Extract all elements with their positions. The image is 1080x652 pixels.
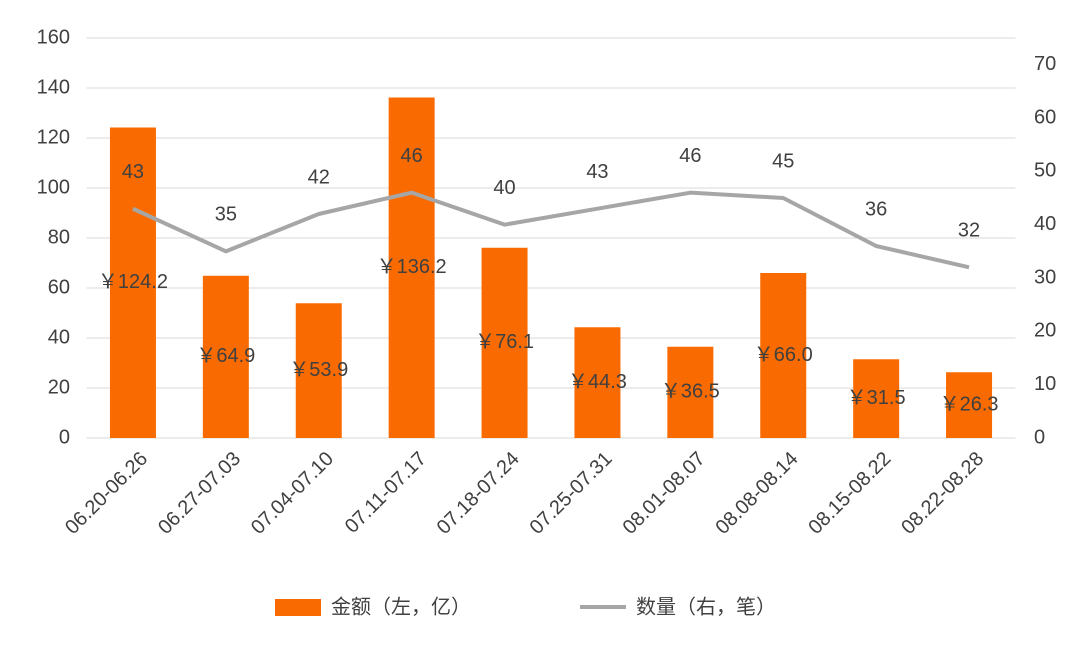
line-value-label: 43	[122, 161, 144, 183]
line-value-label: 32	[958, 220, 980, 242]
line-value-label: 46	[401, 145, 423, 167]
x-tick-label: 06.27-07.03	[154, 448, 245, 539]
bar-value-label: ￥26.3	[940, 393, 999, 415]
line-value-label: 35	[215, 204, 237, 226]
bar	[853, 359, 900, 438]
x-tick-label: 07.11-07.17	[341, 448, 431, 538]
x-tick-label: 07.04-07.10	[247, 448, 338, 539]
bar-value-label: ￥66.0	[754, 344, 813, 366]
bar	[574, 327, 621, 438]
y-tick-label: 120	[37, 126, 70, 148]
y-tick-label: 160	[37, 26, 70, 48]
bar	[946, 372, 993, 438]
bar-value-label: ￥64.9	[196, 345, 255, 367]
bar	[109, 127, 156, 438]
x-tick-label: 08.01-08.07	[619, 448, 710, 539]
x-tick-label: 07.18-07.24	[433, 448, 524, 539]
bar-value-label: ￥136.2	[377, 256, 447, 278]
y2-tick-label: 10	[1034, 373, 1056, 395]
y-tick-label: 100	[37, 176, 70, 198]
y2-tick-label: 60	[1034, 106, 1056, 128]
bar-value-label: ￥124.2	[98, 271, 168, 293]
bar	[202, 275, 249, 438]
y2-tick-label: 40	[1034, 213, 1056, 235]
legend-label: 金额（左，亿）	[331, 595, 471, 618]
y-tick-label: 40	[48, 326, 70, 348]
x-tick-label: 08.15-08.22	[804, 448, 895, 539]
bar	[295, 303, 342, 438]
y-tick-label: 20	[48, 376, 70, 398]
y2-tick-label: 30	[1034, 266, 1056, 288]
y-tick-label: 140	[37, 76, 70, 98]
y-tick-label: 0	[59, 426, 70, 448]
y-tick-label: 60	[48, 276, 70, 298]
legend-swatch	[275, 599, 321, 616]
x-tick-label: 07.25-07.31	[526, 448, 617, 539]
legend-label: 数量（右，笔）	[636, 595, 776, 618]
bar	[481, 247, 528, 438]
y2-tick-label: 50	[1034, 160, 1056, 182]
line-value-label: 46	[679, 145, 701, 167]
y2-tick-label: 70	[1034, 53, 1056, 75]
line-value-label: 40	[493, 177, 515, 199]
bar	[760, 273, 807, 438]
x-tick-label: 06.20-06.26	[61, 448, 152, 539]
bar	[388, 97, 435, 438]
line-value-label: 36	[865, 198, 887, 220]
bar-value-label: ￥53.9	[289, 359, 348, 381]
line-value-label: 45	[772, 150, 794, 172]
line	[132, 190, 970, 270]
bar-value-label: ￥36.5	[661, 381, 720, 403]
bar-value-label: ￥44.3	[568, 371, 627, 393]
y2-tick-label: 20	[1034, 320, 1056, 342]
x-tick-label: 08.08-08.14	[711, 448, 802, 539]
y2-tick-label: 0	[1034, 426, 1045, 448]
line-value-label: 42	[308, 166, 330, 188]
bar	[667, 346, 714, 438]
bar-value-label: ￥31.5	[847, 387, 906, 409]
y-tick-label: 80	[48, 226, 70, 248]
x-tick-label: 08.22-08.28	[897, 448, 988, 539]
line-value-label: 43	[586, 161, 608, 183]
bar-value-label: ￥76.1	[475, 331, 534, 353]
